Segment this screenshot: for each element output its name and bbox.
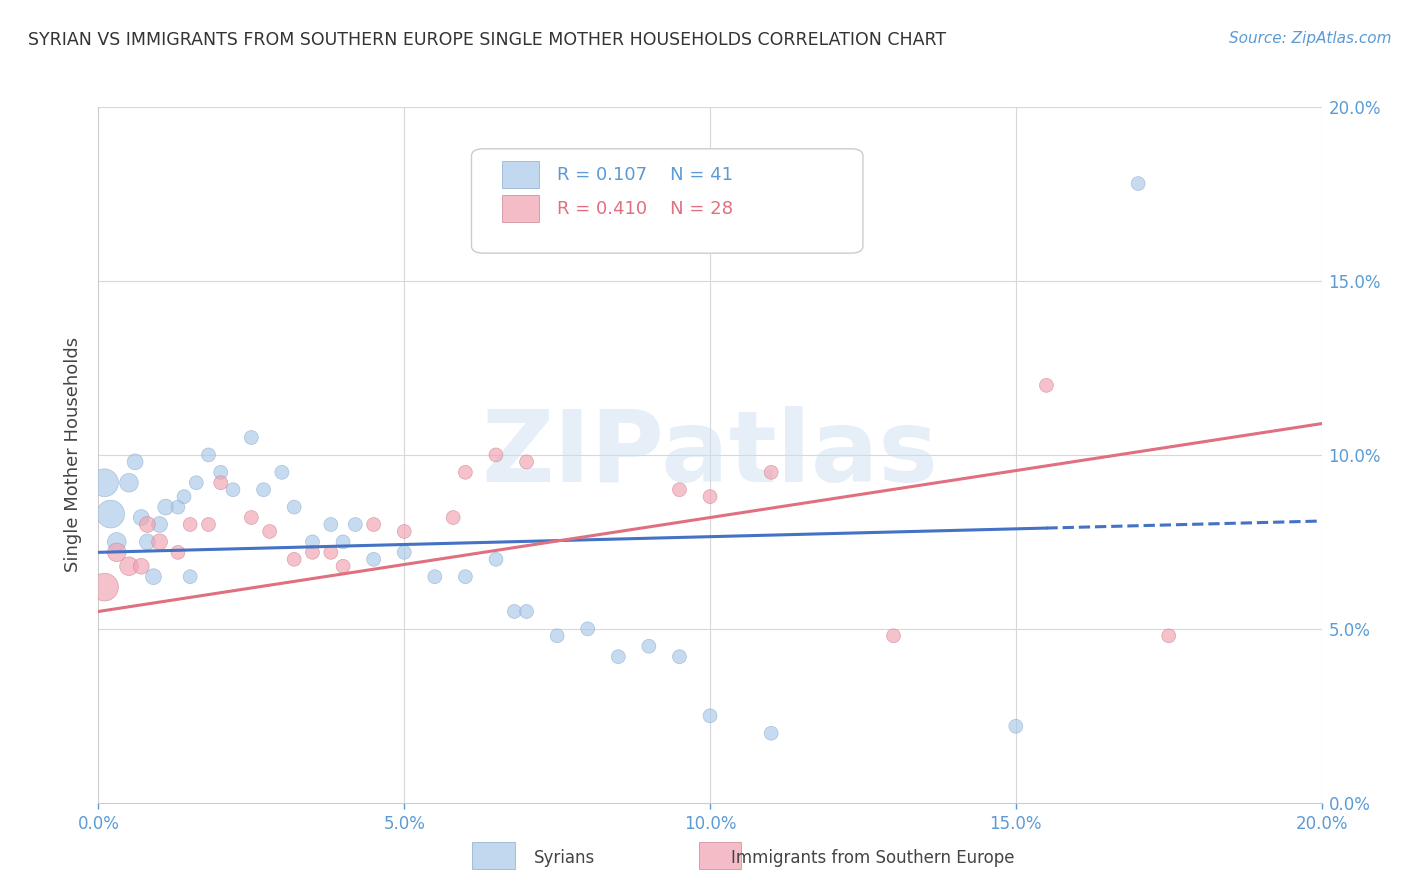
Text: Immigrants from Southern Europe: Immigrants from Southern Europe xyxy=(731,849,1015,867)
FancyBboxPatch shape xyxy=(502,195,538,222)
Point xyxy=(283,500,305,514)
Point xyxy=(441,510,464,524)
Point xyxy=(319,545,342,559)
Point xyxy=(155,500,177,514)
Point xyxy=(209,466,232,480)
Point xyxy=(197,517,219,532)
Point xyxy=(607,649,630,664)
Point xyxy=(759,726,782,740)
Point xyxy=(283,552,305,566)
Point xyxy=(240,510,263,524)
Text: Syrians: Syrians xyxy=(534,849,596,867)
Point xyxy=(197,448,219,462)
Text: R = 0.410    N = 28: R = 0.410 N = 28 xyxy=(557,201,733,219)
Text: R = 0.107    N = 41: R = 0.107 N = 41 xyxy=(557,166,733,184)
Point xyxy=(516,605,538,619)
Point xyxy=(167,500,190,514)
Point xyxy=(93,475,115,490)
Point xyxy=(1157,629,1180,643)
Point xyxy=(129,510,152,524)
Point xyxy=(124,455,146,469)
Point xyxy=(699,708,721,723)
FancyBboxPatch shape xyxy=(472,842,515,869)
Point xyxy=(301,545,323,559)
Point xyxy=(699,490,721,504)
Point xyxy=(332,534,354,549)
Text: ZIPatlas: ZIPatlas xyxy=(482,407,938,503)
Point xyxy=(142,570,165,584)
Point xyxy=(485,448,508,462)
FancyBboxPatch shape xyxy=(699,842,741,869)
Point xyxy=(186,475,208,490)
Point xyxy=(93,580,115,594)
Point xyxy=(167,545,190,559)
Point xyxy=(252,483,274,497)
Point xyxy=(668,649,690,664)
Point xyxy=(179,570,201,584)
Point xyxy=(105,545,128,559)
Point xyxy=(576,622,599,636)
Point xyxy=(301,534,323,549)
Point xyxy=(668,483,690,497)
Point xyxy=(392,545,416,559)
Point xyxy=(883,629,905,643)
Point xyxy=(516,455,538,469)
Point xyxy=(1004,719,1026,733)
Text: Source: ZipAtlas.com: Source: ZipAtlas.com xyxy=(1229,31,1392,46)
Point xyxy=(1035,378,1057,392)
Point xyxy=(363,552,385,566)
Point xyxy=(332,559,354,574)
Point xyxy=(454,570,477,584)
Point xyxy=(100,507,122,521)
Point xyxy=(105,534,128,549)
Point xyxy=(637,639,661,653)
Point xyxy=(270,466,292,480)
Point xyxy=(149,517,172,532)
FancyBboxPatch shape xyxy=(502,161,538,187)
Point xyxy=(222,483,245,497)
Point xyxy=(319,517,342,532)
Y-axis label: Single Mother Households: Single Mother Households xyxy=(65,337,83,573)
Point xyxy=(546,629,568,643)
Point xyxy=(344,517,367,532)
FancyBboxPatch shape xyxy=(471,149,863,253)
Point xyxy=(485,552,508,566)
Point xyxy=(149,534,172,549)
Point xyxy=(1128,177,1150,191)
Point xyxy=(179,517,201,532)
Point xyxy=(136,517,159,532)
Point xyxy=(129,559,152,574)
Point xyxy=(759,466,782,480)
Point xyxy=(454,466,477,480)
Point xyxy=(209,475,232,490)
Point xyxy=(118,559,141,574)
Point xyxy=(118,475,141,490)
Text: SYRIAN VS IMMIGRANTS FROM SOUTHERN EUROPE SINGLE MOTHER HOUSEHOLDS CORRELATION C: SYRIAN VS IMMIGRANTS FROM SOUTHERN EUROP… xyxy=(28,31,946,49)
Point xyxy=(363,517,385,532)
Point xyxy=(503,605,526,619)
Point xyxy=(392,524,416,539)
Point xyxy=(173,490,195,504)
Point xyxy=(259,524,281,539)
Point xyxy=(240,431,263,445)
Point xyxy=(423,570,446,584)
Point xyxy=(136,534,159,549)
